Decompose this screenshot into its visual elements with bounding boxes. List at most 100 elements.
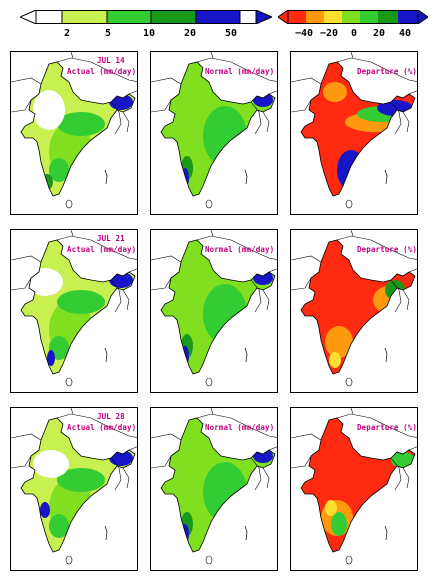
sri-lanka-outline <box>65 555 73 565</box>
sri-lanka-outline <box>345 377 353 387</box>
normal-region-1 <box>203 284 247 344</box>
border-line-5 <box>122 289 130 311</box>
map-actual-jul21: JUL 21 Actual (mm/day) <box>10 229 138 393</box>
actual-label-row3: Actual (mm/day) <box>67 423 137 432</box>
actual-region-4 <box>109 450 133 466</box>
border-line-3 <box>350 408 354 415</box>
map-departure-jul14: Departure (%) <box>290 51 418 215</box>
border-line-1 <box>291 277 312 291</box>
actual-region-6 <box>40 502 50 518</box>
departure-region-4 <box>329 352 341 368</box>
actual-region-2 <box>57 112 105 136</box>
border-line-5 <box>122 111 130 133</box>
map-departure-jul21-svg <box>291 230 417 387</box>
actual-region-2 <box>57 468 105 492</box>
departure-label-row1: Departure (%) <box>357 67 417 76</box>
border-line-3 <box>210 230 214 237</box>
india-outline <box>20 239 136 375</box>
border-line-6 <box>128 446 137 451</box>
island-mark <box>104 347 108 363</box>
border-line-4 <box>110 101 122 135</box>
border-line-6 <box>268 268 277 273</box>
sri-lanka-outline <box>205 377 213 387</box>
normal-region-1 <box>203 462 247 522</box>
departure-tick-3: 20 <box>372 28 386 39</box>
border-line-2 <box>336 57 417 82</box>
border-line-6 <box>268 90 277 95</box>
map-normal-jul14-svg <box>151 52 277 209</box>
normal-label-row2: Normal (mm/day) <box>205 245 275 254</box>
border-line-4 <box>110 279 122 313</box>
map-normal-jul14: Normal (mm/day) <box>150 51 278 215</box>
island-mark <box>244 525 248 541</box>
island-mark <box>244 347 248 363</box>
date-label-row1: JUL 14 <box>97 56 125 65</box>
border-line-3 <box>70 52 74 59</box>
departure-tick-2: 0 <box>350 28 358 39</box>
border-line-2 <box>56 57 137 82</box>
border-line-1 <box>291 455 312 469</box>
departure-region-3 <box>377 100 413 116</box>
island-mark <box>384 169 388 185</box>
departure-tick-1: −20 <box>319 28 339 39</box>
date-label-row3: JUL 28 <box>97 412 125 421</box>
departure-tick-0: −40 <box>294 28 314 39</box>
border-line-6 <box>128 268 137 273</box>
sri-lanka-outline <box>65 199 73 209</box>
date-label-row2: JUL 21 <box>97 234 125 243</box>
border-line-2 <box>336 235 417 260</box>
border-line-4 <box>250 101 262 135</box>
border-line-3 <box>210 408 214 415</box>
precip-tick-3: 20 <box>183 28 197 39</box>
border-line-0 <box>291 255 322 263</box>
precip-tick-4: 50 <box>224 28 238 39</box>
map-actual-jul14-svg <box>11 52 137 209</box>
border-line-2 <box>196 235 277 260</box>
actual-label-row1: Actual (mm/day) <box>67 67 137 76</box>
departure-colorbar-swatches <box>278 10 428 24</box>
border-line-4 <box>390 101 402 135</box>
map-departure-jul14-svg <box>291 52 417 209</box>
map-actual-jul28-svg <box>11 408 137 565</box>
island-mark <box>384 525 388 541</box>
border-line-5 <box>402 289 410 311</box>
sri-lanka-outline <box>345 199 353 209</box>
precip-tick-0: 2 <box>63 28 71 39</box>
actual-region-6 <box>47 350 55 366</box>
departure-label-row2: Departure (%) <box>357 245 417 254</box>
map-departure-jul28: Departure (%) <box>290 407 418 571</box>
border-line-0 <box>11 255 42 263</box>
border-line-3 <box>70 230 74 237</box>
border-line-3 <box>210 52 214 59</box>
normal-region-1 <box>203 106 247 166</box>
border-line-3 <box>350 52 354 59</box>
map-actual-jul28: JUL 28 Actual (mm/day) <box>10 407 138 571</box>
border-line-3 <box>350 230 354 237</box>
border-line-4 <box>250 279 262 313</box>
border-line-1 <box>151 277 172 291</box>
sri-lanka-outline <box>345 555 353 565</box>
departure-region-4 <box>325 500 337 516</box>
map-normal-jul21-svg <box>151 230 277 387</box>
border-line-4 <box>110 457 122 491</box>
island-mark <box>244 169 248 185</box>
actual-region-5 <box>33 90 65 130</box>
sri-lanka-outline <box>205 199 213 209</box>
border-line-6 <box>408 268 417 273</box>
actual-region-2 <box>57 290 105 314</box>
departure-region-3 <box>391 452 415 468</box>
border-line-2 <box>196 413 277 438</box>
india-outline <box>160 417 276 553</box>
border-line-6 <box>408 90 417 95</box>
border-line-4 <box>390 457 402 491</box>
border-line-3 <box>70 408 74 415</box>
departure-tick-4: 40 <box>398 28 412 39</box>
map-actual-jul21-svg <box>11 230 137 387</box>
border-line-1 <box>11 99 32 113</box>
island-mark <box>104 525 108 541</box>
departure-region-2 <box>331 512 347 536</box>
border-line-5 <box>262 289 270 311</box>
precip-colorbar: 2 5 10 20 50 <box>20 10 272 44</box>
departure-region-4 <box>337 150 365 190</box>
india-outline <box>300 61 416 197</box>
